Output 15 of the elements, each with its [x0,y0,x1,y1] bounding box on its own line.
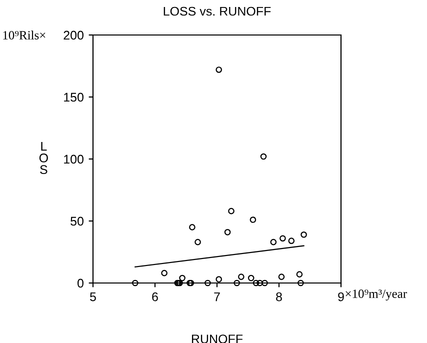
x-tick-label: 7 [214,292,220,302]
y-axis-title: LOS [39,142,48,174]
x-tick-label: 5 [90,292,96,302]
y-tick-label: 150 [64,92,84,102]
x-tick-label: 9 [338,292,344,302]
text: ×10⁹m³/year [346,290,407,301]
x-tick-label: 8 [276,292,282,302]
y-tick-label: 200 [64,30,84,40]
chart-title: LOSS vs. RUNOFF [164,6,271,16]
text: 10⁹Rils× [3,30,46,40]
y-tick-label: 0 [78,278,84,288]
y-tick-label: 50 [70,216,84,226]
x-tick-label: 6 [152,292,158,302]
x-axis-title: RUNOFF [192,334,243,343]
y-tick-label: 100 [64,154,84,164]
